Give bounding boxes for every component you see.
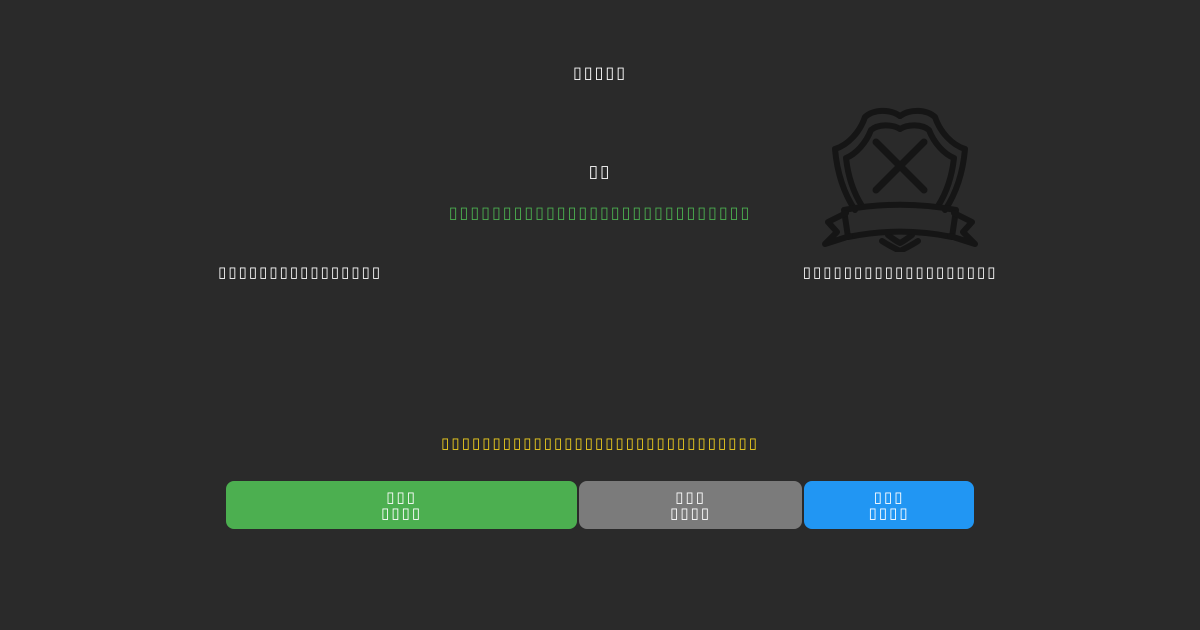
secondary-action-button[interactable]: ▯▯▯ ▯▯▯▯ bbox=[579, 481, 802, 529]
secondary-action-label-line1: ▯▯▯ bbox=[675, 488, 706, 506]
primary-action-label-line1: ▯▯▯ bbox=[386, 488, 417, 506]
footer-notice: ▯▯▯▯▯▯▯▯▯▯▯▯▯▯▯▯▯▯▯▯▯▯▯▯▯▯▯▯▯▯▯ bbox=[441, 434, 759, 452]
tertiary-action-button[interactable]: ▯▯▯ ▯▯▯▯ bbox=[804, 481, 974, 529]
secondary-action-label-line2: ▯▯▯▯ bbox=[669, 504, 712, 522]
tertiary-action-label-line2: ▯▯▯▯ bbox=[868, 504, 910, 522]
result-detail-message: ▯▯▯▯▯▯▯▯▯▯▯▯▯▯▯▯▯▯▯▯▯▯▯▯▯▯▯▯ bbox=[448, 203, 752, 222]
right-stat-label: ▯▯▯▯▯▯▯▯▯▯▯▯▯▯▯▯▯▯▯ bbox=[802, 263, 998, 281]
left-stat-label: ▯▯▯▯▯▯▯▯▯▯▯▯▯▯▯▯ bbox=[217, 263, 383, 281]
shield-x-ribbon-icon bbox=[822, 107, 978, 252]
primary-action-label-line2: ▯▯▯▯ bbox=[380, 504, 423, 522]
action-button-row: ▯▯▯ ▯▯▯▯ ▯▯▯ ▯▯▯▯ ▯▯▯ ▯▯▯▯ bbox=[226, 481, 974, 529]
result-subtitle: ▯▯ bbox=[588, 162, 612, 182]
page-title: ▯▯▯▯▯ bbox=[572, 63, 628, 82]
tertiary-action-label-line1: ▯▯▯ bbox=[873, 488, 905, 506]
primary-action-button[interactable]: ▯▯▯ ▯▯▯▯ bbox=[226, 481, 577, 529]
